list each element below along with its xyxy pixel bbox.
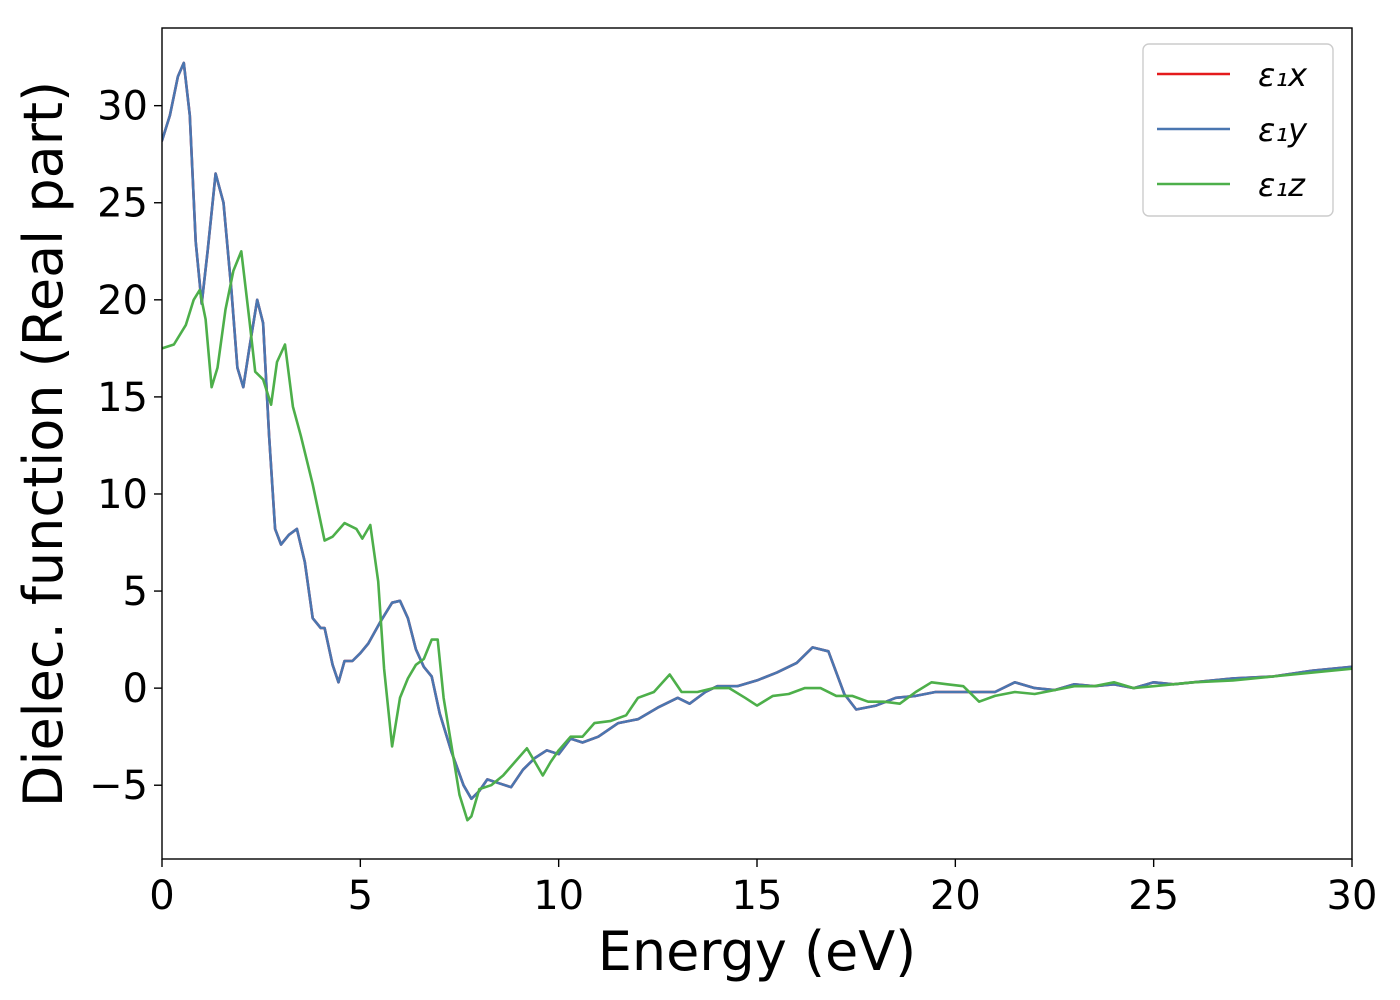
x-tick-label: 0 <box>149 873 174 919</box>
y-tick-label: 5 <box>123 569 148 615</box>
x-tick-label: 20 <box>930 873 981 919</box>
y-axis-title: Dielec. function (Real part) <box>12 81 75 807</box>
series-line-3 <box>162 250 1352 822</box>
legend-label-2: ε₁y <box>1258 111 1308 149</box>
y-tick-label: 10 <box>97 472 148 518</box>
x-axis-title: Energy (eV) <box>598 920 917 983</box>
x-tick-label: 5 <box>348 873 373 919</box>
y-tick-label: 15 <box>97 375 148 421</box>
legend-box <box>1142 43 1334 217</box>
series-line-2 <box>162 61 1352 801</box>
y-tick-label: 20 <box>97 278 148 324</box>
x-tick-label: 10 <box>533 873 584 919</box>
legend-label-3: ε₁z <box>1258 166 1306 204</box>
legend-label-1: ε₁x <box>1258 56 1308 94</box>
x-tick-label: 30 <box>1327 873 1378 919</box>
y-tick-label: 25 <box>97 181 148 227</box>
ticks-layer: 0 5 10 15 20 25 30 −5 0 5 10 15 20 25 30 <box>89 84 1377 919</box>
x-tick-label: 25 <box>1128 873 1179 919</box>
y-tick-label: 30 <box>97 84 148 130</box>
y-tick-label: −5 <box>89 763 148 809</box>
series-layer <box>162 61 1352 822</box>
y-tick-label: 0 <box>123 666 148 712</box>
legend: ε₁x ε₁y ε₁z <box>1142 43 1334 217</box>
x-tick-label: 15 <box>732 873 783 919</box>
